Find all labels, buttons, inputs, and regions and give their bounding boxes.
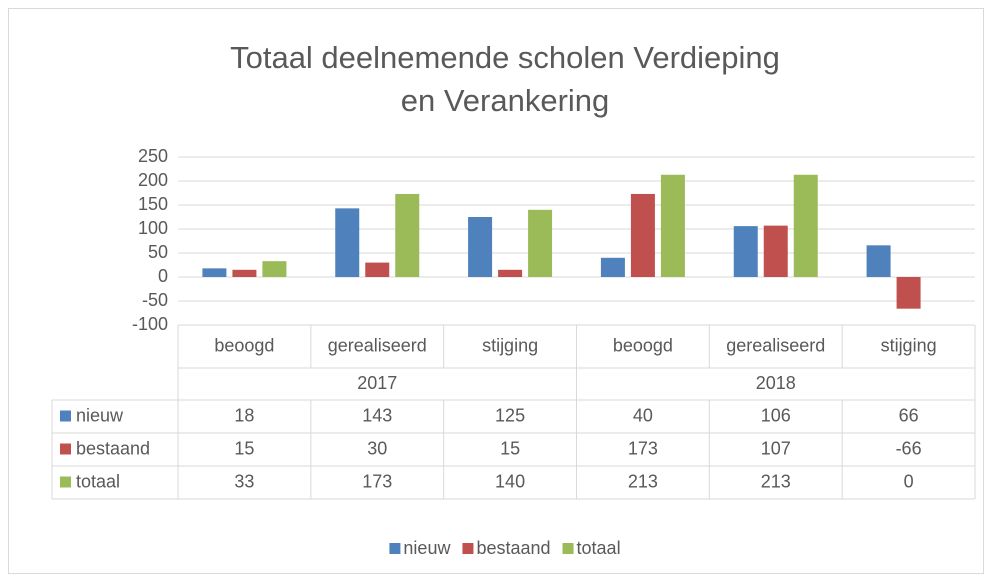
table-cell: 33 (234, 471, 254, 491)
bar (202, 268, 227, 277)
table-cell: 213 (628, 471, 658, 491)
chart-border (8, 8, 984, 574)
x-tick-label: beoogd (214, 335, 274, 355)
table-cell: 18 (234, 405, 254, 425)
y-tick-label: -50 (142, 290, 168, 310)
table-cell: 30 (367, 438, 387, 458)
legend-label: bestaand (476, 538, 550, 558)
table-row-header: nieuw (76, 405, 124, 425)
bar (365, 262, 390, 277)
table-cell: 143 (362, 405, 392, 425)
table-legend-key (60, 410, 71, 422)
table-legend-key (60, 476, 71, 488)
bar (395, 193, 420, 277)
y-tick-label: 100 (138, 218, 168, 238)
table-cell: 66 (899, 405, 919, 425)
bar (528, 209, 553, 277)
table-legend-key (60, 443, 71, 455)
bar (232, 269, 257, 277)
table-cell: 15 (500, 438, 520, 458)
table-cell: 213 (761, 471, 791, 491)
table-row-header: bestaand (76, 438, 150, 458)
group-label: 2017 (357, 373, 397, 393)
table-cell: 125 (495, 405, 525, 425)
table-cell: 173 (362, 471, 392, 491)
group-label: 2018 (756, 373, 796, 393)
bar (262, 261, 287, 277)
table-cell: 173 (628, 438, 658, 458)
bar (733, 226, 758, 277)
x-tick-label: stijging (482, 335, 538, 355)
legend-label: nieuw (403, 538, 451, 558)
table-row-header: totaal (76, 471, 120, 491)
y-tick-label: 0 (158, 266, 168, 286)
bar (793, 174, 818, 277)
bar (600, 257, 625, 277)
legend-key (562, 543, 574, 554)
bar (660, 174, 685, 277)
bar (335, 208, 360, 277)
x-tick-label: gerealiseerd (328, 335, 427, 355)
table-cell: 107 (761, 438, 791, 458)
table-cell: 40 (633, 405, 653, 425)
y-tick-label: -100 (132, 314, 168, 334)
bar (896, 277, 921, 309)
y-tick-label: 250 (138, 146, 168, 166)
bar (630, 193, 655, 277)
legend-label: totaal (577, 538, 621, 558)
table-cell: 0 (904, 471, 914, 491)
table-cell: 140 (495, 471, 525, 491)
bar (763, 225, 788, 277)
legend: nieuw bestaand totaal (389, 538, 621, 558)
bar (866, 245, 891, 277)
legend-key (462, 543, 474, 554)
y-tick-label: 150 (138, 194, 168, 214)
bar (468, 217, 493, 277)
y-tick-label: 50 (148, 242, 168, 262)
y-tick-label: 200 (138, 170, 168, 190)
legend-key (389, 543, 401, 554)
table-cell: -66 (896, 438, 922, 458)
x-tick-label: gerealiseerd (726, 335, 825, 355)
bar (498, 269, 523, 277)
chart-title: Totaal deelnemende scholen Verdieping en … (230, 40, 780, 118)
table-cell: 15 (234, 438, 254, 458)
x-tick-label: beoogd (613, 335, 673, 355)
table-cell: 106 (761, 405, 791, 425)
x-tick-label: stijging (881, 335, 937, 355)
